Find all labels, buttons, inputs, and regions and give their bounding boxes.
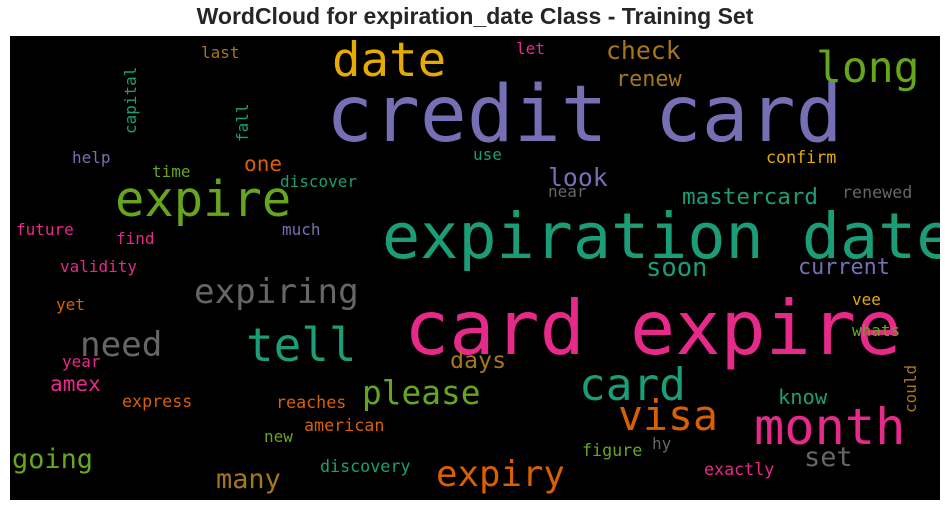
word-long: long bbox=[816, 43, 920, 93]
word-time: time bbox=[152, 162, 191, 181]
word-card-expire: card expire bbox=[404, 284, 901, 372]
word-credit-card: credit card bbox=[326, 70, 843, 160]
word-many: many bbox=[216, 464, 281, 495]
word-expire: expire bbox=[115, 171, 291, 228]
word-could: could bbox=[901, 365, 920, 413]
word-find: find bbox=[116, 229, 155, 248]
word-set: set bbox=[804, 442, 853, 473]
word-amex: amex bbox=[50, 371, 101, 396]
word-vee: vee bbox=[852, 290, 881, 309]
word-new: new bbox=[264, 427, 293, 446]
word-confirm: confirm bbox=[766, 147, 836, 167]
word-american: american bbox=[304, 415, 384, 435]
word-month: month bbox=[754, 397, 905, 456]
word-future: future bbox=[16, 220, 74, 239]
word-figure: figure bbox=[582, 440, 642, 460]
wordcloud-svg: credit card card expire expiration date mon… bbox=[12, 36, 940, 495]
chart-title: WordCloud for expiration_date Class - Tr… bbox=[196, 3, 754, 29]
word-renewed: renewed bbox=[842, 182, 912, 202]
word-expiry: expiry bbox=[436, 454, 565, 495]
word-expiration-date: expiration date bbox=[382, 199, 940, 273]
word-know: know bbox=[778, 385, 828, 409]
wordcloud-canvas: credit card card expire expiration date mon… bbox=[10, 36, 940, 500]
word-express: express bbox=[122, 391, 192, 411]
word-use: use bbox=[473, 145, 502, 164]
word-hy: hy bbox=[652, 434, 672, 453]
word-reaches: reaches bbox=[276, 392, 346, 412]
word-whats: whats bbox=[852, 321, 900, 340]
word-help: help bbox=[72, 148, 111, 167]
word-current: current bbox=[798, 255, 890, 280]
word-validity: validity bbox=[60, 257, 137, 276]
word-year: year bbox=[62, 352, 101, 371]
word-fall: fall bbox=[233, 103, 252, 142]
word-discovery: discovery bbox=[320, 456, 410, 476]
word-mastercard: mastercard bbox=[682, 184, 818, 210]
word-visa: visa bbox=[618, 391, 718, 440]
word-discover: discover bbox=[280, 172, 357, 191]
word-date: date bbox=[332, 36, 446, 88]
word-yet: yet bbox=[56, 295, 85, 314]
word-one: one bbox=[244, 151, 282, 176]
word-near: near bbox=[548, 182, 587, 201]
word-need: need bbox=[80, 325, 162, 365]
word-much: much bbox=[282, 220, 321, 239]
word-expiring: expiring bbox=[194, 272, 359, 312]
word-look: look bbox=[548, 163, 608, 192]
word-days: days bbox=[450, 347, 506, 374]
word-please: please bbox=[362, 374, 480, 412]
word-capital: capital bbox=[121, 67, 140, 134]
word-last: last bbox=[201, 43, 240, 62]
word-renew: renew bbox=[616, 67, 682, 92]
word-soon: soon bbox=[646, 253, 707, 283]
word-check: check bbox=[606, 36, 681, 65]
word-card: card bbox=[579, 360, 686, 411]
word-let: let bbox=[516, 39, 545, 58]
word-tell: tell bbox=[246, 318, 357, 372]
word-exactly: exactly bbox=[704, 459, 774, 479]
word-going: going bbox=[12, 444, 93, 475]
